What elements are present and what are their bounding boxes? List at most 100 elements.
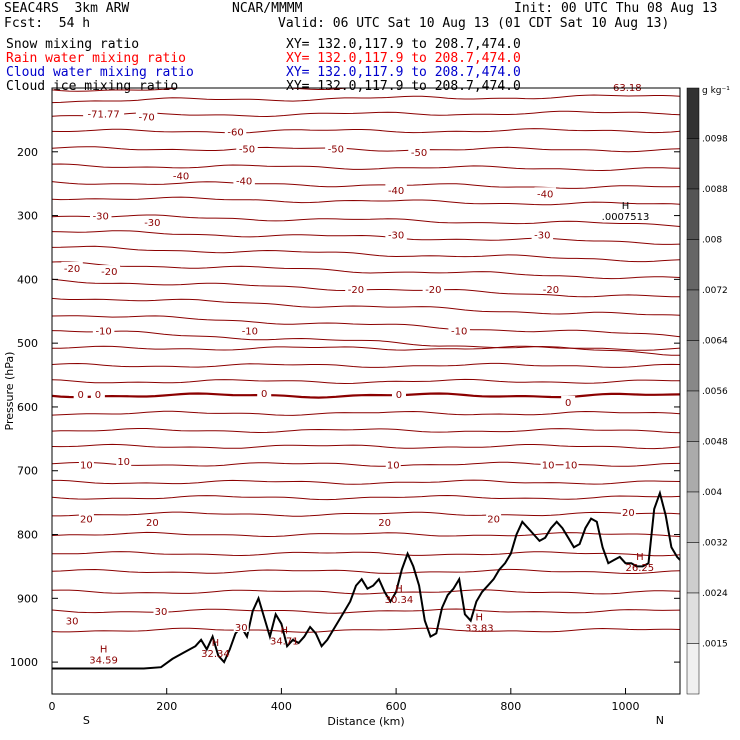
- high-marker: H: [476, 613, 484, 624]
- high-value: 32.34: [201, 649, 230, 660]
- isotherm-line: [52, 315, 680, 338]
- contour-label-bg: [89, 209, 112, 221]
- contour-label-bg: [448, 324, 470, 336]
- contour-label: 20: [378, 518, 391, 529]
- x-tick-label: 0: [49, 700, 56, 713]
- contour-label: 20: [146, 518, 159, 529]
- contour-label: -10: [242, 326, 258, 337]
- contour-label: -20: [543, 285, 559, 296]
- field-name: Cloud water mixing ratio: [6, 65, 194, 80]
- y-tick-label: 700: [17, 465, 38, 478]
- isotherm-line: [52, 88, 353, 92]
- contour-label-bg: [116, 455, 132, 467]
- isotherm-line: [52, 511, 680, 517]
- colorbar-segment: [686, 289, 700, 341]
- colorbar-segment: [686, 441, 700, 493]
- isotherm-line: [52, 392, 680, 399]
- y-tick-label: 900: [17, 592, 38, 605]
- contour-label: -50: [411, 148, 427, 159]
- isotherm-line: [52, 531, 680, 538]
- contour-label: 30: [155, 607, 168, 618]
- contour-label: -10: [451, 326, 467, 337]
- isotherm-line: [52, 479, 680, 485]
- isotherm-line: [52, 443, 680, 450]
- contour-label: -10: [95, 326, 111, 337]
- contour-label: 20: [622, 508, 635, 519]
- contour-label: 0: [77, 390, 83, 401]
- isotherm-line: [52, 410, 680, 416]
- isotherm-line: [52, 589, 680, 595]
- isotherm-line: [52, 94, 680, 104]
- isotherm-line: [52, 146, 680, 153]
- contour-label: -20: [64, 264, 80, 275]
- contour-label-bg: [233, 621, 249, 633]
- colorbar-label: .0098: [702, 135, 728, 145]
- contour-label-bg: [408, 145, 430, 157]
- y-tick-label: 300: [17, 210, 38, 223]
- contour-label: -20: [101, 267, 117, 278]
- isotherm-line: [52, 245, 680, 263]
- x-tick-label: 400: [271, 700, 292, 713]
- contour-label: 10: [565, 460, 578, 471]
- init-time: Init: 00 UTC Thu 08 Aug 13: [514, 1, 718, 16]
- isotherm-line: [52, 163, 680, 172]
- contour-label-bg: [563, 458, 579, 470]
- colorbar-label: .0024: [702, 589, 728, 599]
- high-value: 34.59: [89, 656, 118, 667]
- colorbar-segment: [686, 239, 700, 291]
- contour-label-bg: [531, 228, 554, 240]
- contour-label: 30: [235, 623, 248, 634]
- contour-label: -60: [227, 127, 243, 138]
- contour-label-bg: [540, 282, 562, 294]
- contour-label: 0: [565, 398, 571, 409]
- contour-label: -40: [236, 176, 252, 187]
- contour-label: 10: [542, 460, 555, 471]
- high-marker: H: [636, 552, 644, 563]
- contour-label-bg: [78, 512, 94, 524]
- colorbar-unit: g kg⁻¹: [702, 86, 730, 96]
- contour-label-bg: [620, 506, 636, 518]
- colorbar-segment: [686, 643, 700, 695]
- plot-frame: [51, 87, 681, 695]
- contour-label-bg: [92, 324, 115, 336]
- colorbar-label: .0072: [702, 286, 728, 296]
- contour-label-bg: [345, 282, 367, 294]
- contour-label: -30: [93, 212, 109, 223]
- contour-label-bg: [135, 110, 158, 122]
- y-tick-label: 1000: [10, 656, 38, 669]
- x-end-label-left: S: [83, 714, 90, 727]
- colorbar-label: .0015: [702, 640, 728, 650]
- contour-label-bg: [325, 142, 347, 154]
- contour-label: -70: [138, 113, 154, 124]
- field-xy-range: XY= 132.0,117.9 to 208.7,474.0: [286, 79, 521, 94]
- high-marker: H: [281, 625, 289, 636]
- forecast-hour: Fcst: 54 h: [4, 16, 91, 31]
- x-axis-label: Distance (km): [327, 715, 404, 728]
- colorbar-label: .0088: [702, 185, 728, 195]
- field-xy-range: XY= 132.0,117.9 to 208.7,474.0: [286, 37, 521, 52]
- field-name: Rain water mixing ratio: [6, 51, 187, 66]
- contour-label: 10: [387, 460, 400, 471]
- isotherm-group: [52, 88, 680, 670]
- contour-label-bg: [534, 187, 556, 199]
- contour-label-bg: [391, 388, 406, 400]
- contour-label-bg: [153, 605, 169, 617]
- contour-label-bg: [78, 458, 94, 470]
- isotherm-line: [52, 494, 680, 501]
- y-tick-label: 200: [17, 146, 38, 159]
- contour-label: 30: [66, 617, 79, 628]
- high-value: .0007513: [602, 212, 650, 223]
- isotherm-line: [52, 261, 680, 280]
- contour-label: 20: [80, 515, 93, 526]
- field-name: Snow mixing ratio: [6, 37, 140, 52]
- colorbar-segment: [686, 491, 700, 543]
- contour-label-bg: [239, 324, 261, 336]
- contour-label: -40: [537, 189, 553, 200]
- colorbar-segment: [686, 87, 700, 139]
- contour-label: 0: [396, 390, 402, 401]
- contour-label-bg: [61, 261, 83, 273]
- model-title: SEAC4RS 3km ARW: [4, 1, 130, 16]
- y-tick-label: 600: [17, 401, 38, 414]
- isotherm-line: [52, 362, 680, 368]
